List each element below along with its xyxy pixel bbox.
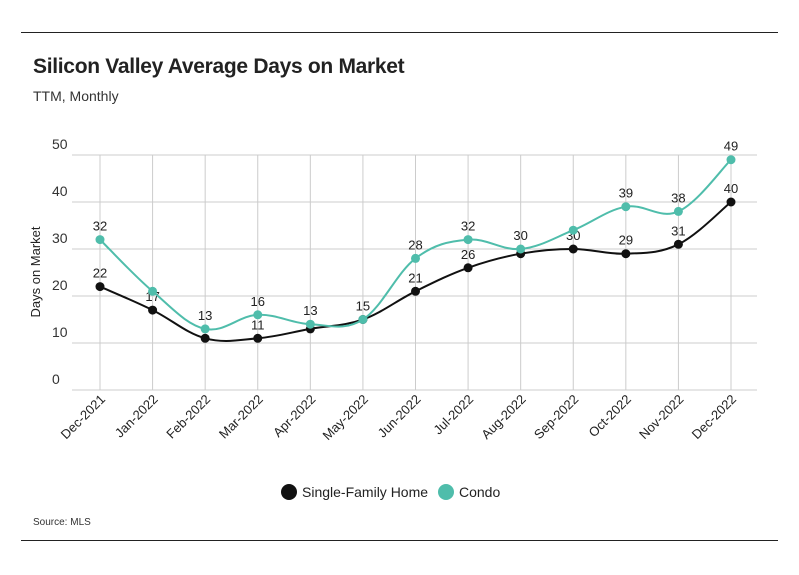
- data-label: 16: [251, 294, 265, 309]
- data-point: [568, 225, 578, 235]
- y-tick-label: 30: [52, 230, 68, 246]
- data-label: 38: [671, 190, 685, 205]
- top-rule: [21, 32, 778, 33]
- y-tick-label: 40: [52, 183, 68, 199]
- chart-grid: [72, 154, 757, 391]
- data-point: [621, 202, 631, 212]
- y-tick-label: 50: [52, 136, 68, 152]
- y-tick-label: 0: [52, 371, 60, 387]
- data-point: [463, 235, 473, 245]
- bottom-rule: [21, 540, 778, 541]
- data-point: [673, 239, 683, 249]
- data-point: [673, 206, 683, 216]
- x-tick-label: Dec-2021: [58, 392, 108, 442]
- series-1: 32 13 16 13 15 28 32 30 39 38 49: [93, 139, 738, 334]
- data-point: [305, 319, 315, 329]
- legend-label: Condo: [459, 484, 500, 500]
- data-point: [200, 324, 210, 334]
- chart-title: Silicon Valley Average Days on Market: [33, 55, 405, 78]
- y-axis-ticks: 0 10 20 30 40 50: [52, 136, 68, 387]
- data-label: 15: [356, 299, 370, 314]
- x-tick-label: Apr-2022: [270, 392, 318, 440]
- data-label: 49: [724, 139, 738, 154]
- data-point: [463, 263, 473, 273]
- data-label: 29: [619, 233, 633, 248]
- x-tick-label: Aug-2022: [478, 392, 528, 442]
- data-label: 13: [198, 308, 212, 323]
- data-point: [411, 286, 420, 296]
- x-tick-label: Dec-2022: [689, 392, 739, 442]
- legend: Single-Family Home Condo: [281, 484, 500, 500]
- data-label: 39: [619, 186, 633, 201]
- y-tick-label: 20: [52, 277, 68, 293]
- data-point: [253, 333, 263, 343]
- legend-label: Single-Family Home: [302, 484, 428, 500]
- data-point: [726, 155, 736, 165]
- x-tick-label: Oct-2022: [586, 392, 634, 440]
- data-point: [148, 305, 158, 315]
- x-tick-label: Jun-2022: [375, 392, 424, 441]
- data-label: 32: [461, 219, 475, 234]
- data-label: 30: [513, 228, 527, 243]
- data-point: [148, 286, 158, 296]
- data-point: [726, 197, 736, 207]
- data-point: [516, 244, 526, 254]
- data-label: 28: [408, 237, 422, 252]
- data-point: [253, 310, 263, 320]
- data-point: [95, 282, 105, 292]
- data-point: [568, 244, 578, 254]
- data-label: 40: [724, 181, 738, 196]
- data-label: 31: [671, 223, 685, 238]
- x-tick-label: Sep-2022: [531, 392, 581, 442]
- chart-subtitle: TTM, Monthly: [33, 88, 119, 104]
- data-point: [200, 333, 210, 343]
- data-label: 32: [93, 219, 107, 234]
- data-point: [358, 315, 368, 324]
- x-tick-label: Jul-2022: [430, 392, 476, 438]
- legend-marker: [438, 484, 454, 500]
- x-tick-label: Jan-2022: [112, 392, 161, 441]
- data-label: 13: [303, 303, 317, 318]
- source-note: Source: MLS: [33, 517, 91, 528]
- data-label: 26: [461, 247, 475, 262]
- data-point: [95, 235, 105, 245]
- data-label: 22: [93, 266, 107, 281]
- y-axis-label: Days on Market: [28, 226, 43, 317]
- x-tick-label: Feb-2022: [163, 392, 213, 442]
- x-tick-label: Mar-2022: [216, 392, 266, 442]
- data-point: [621, 249, 631, 259]
- y-tick-label: 10: [52, 324, 68, 340]
- legend-marker: [281, 484, 297, 500]
- data-label: 21: [408, 270, 422, 285]
- x-tick-label: May-2022: [320, 392, 371, 443]
- x-axis-ticks: Dec-2021 Jan-2022 Feb-2022 Mar-2022 Apr-2022…: [58, 392, 739, 443]
- data-label: 11: [251, 317, 265, 332]
- data-point: [411, 253, 420, 263]
- x-tick-label: Nov-2022: [636, 392, 686, 442]
